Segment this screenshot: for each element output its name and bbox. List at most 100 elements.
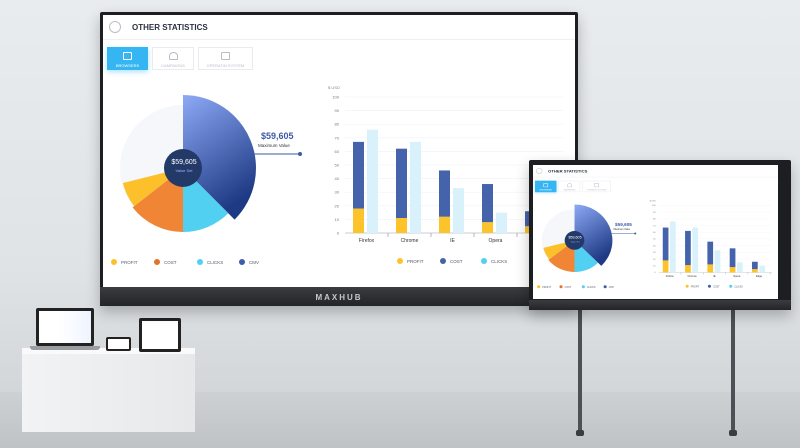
bar-clicks	[759, 265, 765, 273]
pedestal	[22, 352, 195, 432]
brand-logo: MAXHUB	[315, 293, 363, 302]
x-tick-label: Opera	[733, 275, 741, 278]
y-tick-label: 20	[335, 203, 340, 208]
bar-clicks	[670, 221, 676, 273]
wheel	[576, 430, 584, 436]
center-label: Value Set	[570, 240, 580, 243]
annotation-label: Maximum Value	[258, 143, 290, 148]
pie-slice-clicks	[183, 168, 229, 232]
x-tick-label: Opera	[489, 238, 503, 244]
pie-slice-cost	[548, 240, 575, 272]
tab-label: BROWSERS	[115, 63, 140, 68]
main-display: OTHER STATISTICS BROWSERS CAMPAIGNS OPER…	[100, 12, 578, 306]
tab-browsers[interactable]: BROWSERS	[107, 47, 148, 70]
bar-profit	[482, 222, 493, 233]
legend-profit: PROFIT	[121, 260, 138, 265]
secondary-display: OTHER STATISTICS BROWSERS CAMPAIGNS OPER…	[529, 160, 791, 310]
stand-leg-right	[731, 308, 735, 432]
pie-center	[564, 231, 585, 250]
legend-dot-profit	[397, 258, 403, 264]
center-value: $59,605	[568, 235, 582, 240]
main-screen: OTHER STATISTICS BROWSERS CAMPAIGNS OPER…	[103, 15, 575, 287]
legend-dot-cmv	[603, 285, 607, 289]
tab-label: CAMPAIGNS	[161, 63, 185, 68]
page-title: OTHER STATISTICS	[132, 23, 208, 32]
bar-cost	[439, 170, 450, 217]
y-axis-label: $ USD	[328, 85, 340, 90]
header: OTHER STATISTICS	[103, 15, 575, 40]
bar-cost	[482, 184, 493, 223]
x-tick-label: Chrome	[401, 238, 419, 244]
legend-dot-cost	[440, 258, 446, 264]
legend-dot-cost	[559, 285, 563, 289]
y-tick-label: 80	[335, 122, 340, 127]
legend-clicks: CLICKS	[586, 285, 596, 289]
legend-clicks: CLICKS	[734, 285, 743, 288]
legend-clicks: CLICKS	[491, 259, 508, 264]
legend-profit: PROFIT	[407, 259, 424, 264]
y-tick-label: 100	[332, 95, 339, 100]
legend-cost: COST	[450, 259, 463, 264]
bar-profit	[439, 216, 450, 233]
bar-profit	[353, 208, 364, 233]
pie-chart	[541, 204, 637, 272]
legend-cmv: CMV	[249, 260, 259, 265]
legend-cost: COST	[713, 285, 720, 288]
legend-dot-clicks	[481, 258, 487, 264]
y-tick-label: 0	[654, 272, 656, 274]
bezel: MAXHUB	[100, 287, 578, 306]
y-tick-label: 50	[653, 239, 656, 241]
y-tick-label: 10	[335, 217, 340, 222]
y-tick-label: 90	[653, 212, 656, 214]
bar-clicks	[736, 262, 743, 273]
bar-profit	[685, 265, 691, 273]
rocket-icon	[566, 183, 572, 188]
annotation-value: $59,605	[615, 222, 632, 228]
y-tick-label: 80	[653, 219, 656, 221]
y-tick-label: 40	[653, 245, 656, 247]
pie-slice-cmv	[574, 204, 613, 266]
legend-profit: PROFIT	[690, 285, 700, 288]
bar-cost	[396, 148, 407, 219]
dashboard: OTHER STATISTICS BROWSERS CAMPAIGNS OPER…	[533, 165, 778, 299]
bar-profit	[707, 264, 714, 273]
y-tick-label: 100	[652, 205, 656, 207]
bar-clicks	[410, 141, 421, 233]
annotation-dot	[634, 232, 637, 235]
bar-cost	[707, 241, 714, 265]
y-tick-label: 30	[653, 252, 656, 254]
x-tick-label: Firefox	[359, 238, 375, 244]
tab-operating-system[interactable]: OPERATIN SYSTEM	[582, 180, 611, 193]
y-tick-label: 70	[653, 225, 656, 227]
dashboard: OTHER STATISTICS BROWSERS CAMPAIGNS OPER…	[103, 15, 575, 287]
pie-center	[164, 149, 202, 187]
y-tick-label: 50	[335, 163, 340, 168]
y-tick-label: 60	[653, 232, 656, 234]
bar-clicks	[692, 227, 699, 273]
legend-dot-cost	[707, 284, 712, 288]
x-tick-label: Firefox	[666, 275, 675, 278]
header: OTHER STATISTICS	[533, 165, 778, 178]
pie-chart-icon	[109, 21, 121, 33]
laptop-base	[30, 346, 100, 350]
bar-profit	[662, 260, 669, 273]
tab-label: BROWSERS	[539, 188, 552, 192]
tab-operating-system[interactable]: OPERATIN SYSTEM	[198, 47, 253, 70]
bar-cost	[662, 227, 669, 261]
tab-campaigns[interactable]: CAMPAIGNS	[152, 47, 194, 70]
legend-clicks: CLICKS	[207, 260, 224, 265]
wheel	[729, 430, 737, 436]
x-tick-label: Edge	[756, 275, 763, 278]
legend-cost: COST	[164, 260, 177, 265]
pie-slice-clicks	[574, 240, 599, 272]
legend-dot-clicks	[729, 284, 733, 288]
tab-browsers[interactable]: BROWSERS	[535, 180, 557, 193]
tablet	[139, 318, 181, 352]
bar-clicks	[496, 212, 507, 233]
windows-icon	[594, 183, 599, 188]
legend-dot-profit	[537, 285, 541, 289]
y-axis-label: $ USD	[650, 201, 657, 203]
browser-window-icon	[543, 183, 549, 188]
tab-campaigns[interactable]: CAMPAIGNS	[558, 180, 581, 193]
legend-dot-cmv	[239, 259, 245, 265]
